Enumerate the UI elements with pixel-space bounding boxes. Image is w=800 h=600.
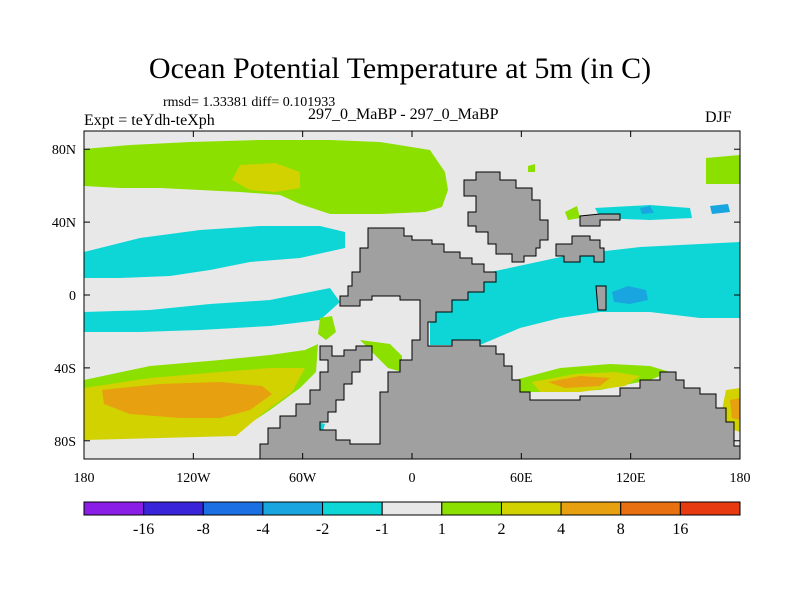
colorbar-label: 8 bbox=[617, 521, 625, 538]
colorbar-label: -1 bbox=[376, 521, 389, 538]
y-tick-label: 40S bbox=[54, 362, 76, 377]
x-tick-label: 60W bbox=[289, 471, 317, 486]
colorbar-swatch bbox=[262, 501, 324, 516]
colorbar-label: 16 bbox=[672, 521, 688, 538]
colorbar-swatch bbox=[381, 501, 443, 516]
region-ind-cyan bbox=[430, 242, 740, 345]
rmsd-diff-label: rmsd= 1.33381 diff= 0.101933 bbox=[163, 95, 336, 110]
y-tick-label: 80N bbox=[52, 143, 76, 158]
x-tick-label: 120W bbox=[176, 471, 211, 486]
x-tick-label: 60E bbox=[510, 471, 533, 486]
region-teal-small bbox=[640, 206, 654, 214]
colorbar-label: -8 bbox=[197, 521, 210, 538]
region-ne-green bbox=[706, 155, 740, 184]
colorbar-swatch bbox=[441, 501, 502, 516]
colorbar-swatch bbox=[560, 501, 622, 516]
region-sw-orange bbox=[548, 376, 610, 388]
region-south-orange bbox=[102, 382, 272, 418]
colorbar-label: -16 bbox=[133, 521, 154, 538]
land-arctic-island bbox=[463, 171, 549, 263]
x-tick-label: 0 bbox=[409, 471, 416, 486]
region-east-orange bbox=[730, 398, 740, 420]
experiment-names-label: 297_0_MaBP - 297_0_MaBP bbox=[308, 106, 499, 123]
region-pac-cyan-south bbox=[84, 288, 340, 332]
region-north-yellow bbox=[232, 163, 300, 192]
colorbar-label: 4 bbox=[557, 521, 565, 538]
chart-title: Ocean Potential Temperature at 5m (in C) bbox=[148, 52, 652, 85]
x-tick-label: 120E bbox=[616, 471, 646, 486]
y-tick-label: 40N bbox=[52, 216, 76, 231]
land-main bbox=[259, 227, 741, 460]
colorbar-swatch bbox=[679, 501, 741, 516]
land-ne-island bbox=[579, 213, 621, 227]
region-teal-patch bbox=[612, 286, 648, 304]
colorbar-label: -2 bbox=[316, 521, 329, 538]
colorbar-swatch bbox=[500, 501, 562, 516]
x-ticks: 180 120W 60W 0 60E 120E 180 bbox=[74, 131, 751, 486]
colorbar-swatch bbox=[322, 501, 383, 516]
colorbar-swatch bbox=[83, 501, 145, 516]
colorbar-label: -4 bbox=[256, 521, 269, 538]
colorbar: -16 -8 -4 -2 -1 1 2 4 8 16 bbox=[83, 501, 741, 538]
x-tick-label: 180 bbox=[730, 471, 751, 486]
colorbar-label: 1 bbox=[438, 521, 446, 538]
axes: 180 120W 60W 0 60E 120E 180 80N 40N 0 40S 80S bbox=[52, 130, 751, 486]
x-tick-label: 180 bbox=[74, 471, 95, 486]
region-arctic-green bbox=[528, 164, 535, 172]
region-pac-cyan bbox=[84, 226, 345, 278]
region-teal-ne bbox=[710, 204, 730, 214]
colorbar-label: 2 bbox=[497, 521, 505, 538]
land-small-island bbox=[595, 285, 607, 311]
colorbar-swatch bbox=[202, 501, 264, 516]
map-plot bbox=[84, 131, 741, 460]
experiment-label: Expt = teYdh-teXph bbox=[84, 112, 215, 129]
colorbar-swatch bbox=[620, 501, 681, 516]
y-tick-label: 0 bbox=[69, 289, 76, 304]
season-label: DJF bbox=[705, 109, 732, 126]
y-tick-label: 80S bbox=[54, 435, 76, 450]
region-caribbean-green bbox=[318, 316, 336, 340]
land-east-asia bbox=[555, 235, 605, 263]
y-ticks: 80N 40N 0 40S 80S bbox=[52, 143, 740, 450]
region-sm-green bbox=[565, 206, 580, 220]
colorbar-swatch bbox=[143, 501, 204, 516]
